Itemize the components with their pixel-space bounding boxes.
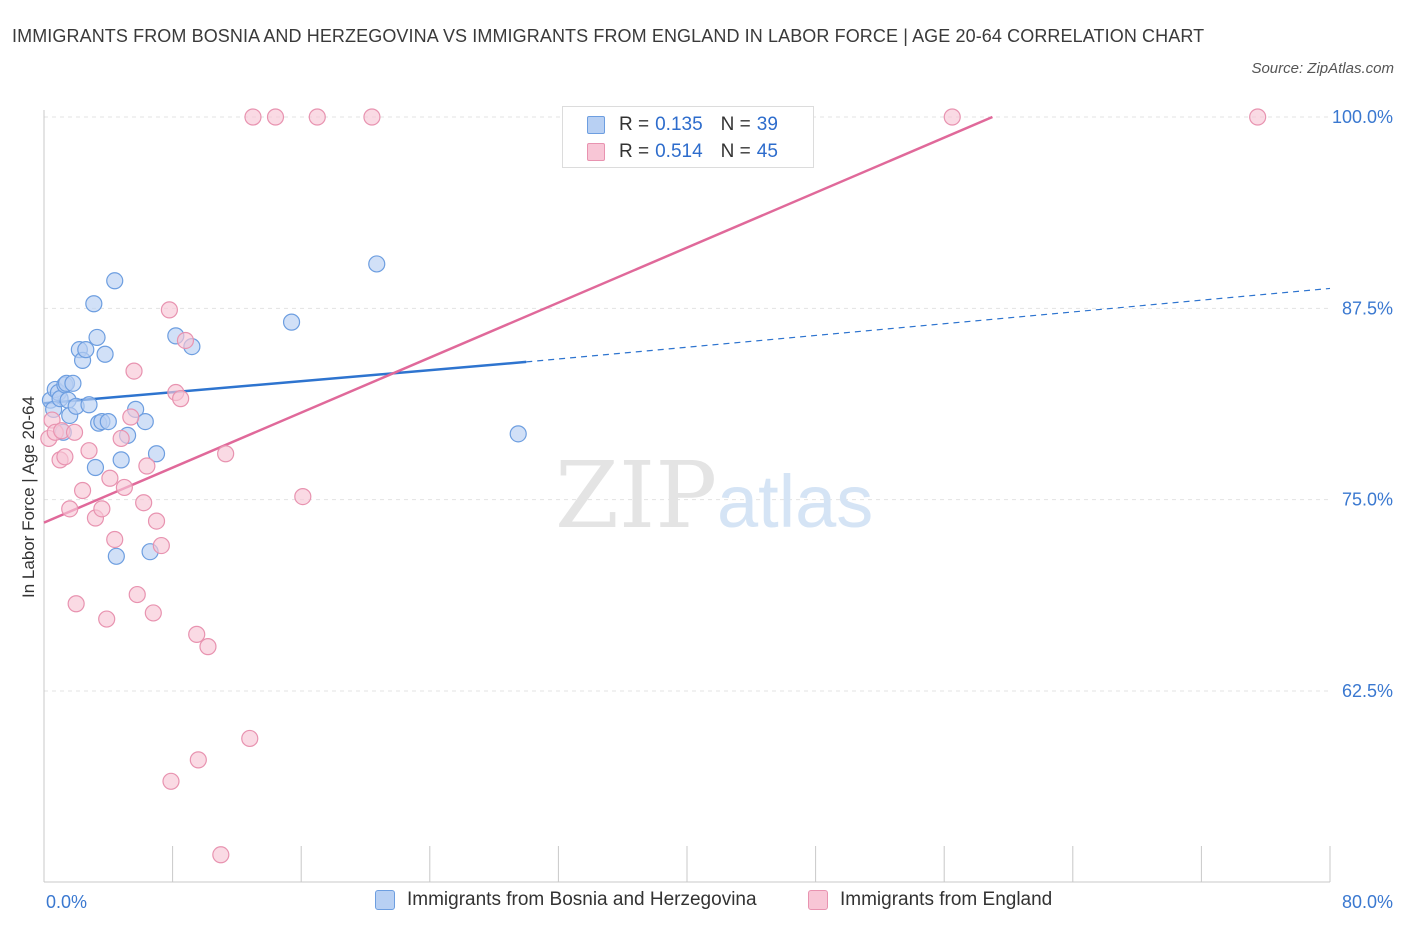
bosnia-point — [85, 295, 103, 313]
bosnia-point — [88, 328, 106, 347]
england-point — [241, 729, 259, 748]
england-n-label: N = — [720, 141, 751, 162]
england-point — [125, 362, 143, 380]
bosnia-point — [106, 272, 124, 290]
england-legend-label: Immigrants from England — [840, 889, 1053, 910]
bosnia-point — [64, 374, 82, 392]
y-tick-label: 62.5% — [1342, 681, 1393, 701]
england-point — [115, 478, 133, 497]
england-point — [61, 500, 79, 518]
bosnia-point — [86, 458, 105, 477]
england-point — [98, 610, 116, 628]
england-point — [162, 772, 180, 790]
axes — [43, 110, 1331, 883]
bosnia-point — [99, 413, 117, 431]
england-point — [212, 846, 230, 864]
england-r-label: R = — [619, 141, 650, 162]
england-point — [199, 638, 217, 656]
england-point — [128, 585, 146, 604]
bosnia-point — [96, 345, 114, 363]
gridlines — [44, 116, 1330, 692]
bosnia-legend-swatch — [375, 890, 395, 910]
bosnia-point — [509, 425, 527, 443]
bosnia-point — [80, 396, 98, 414]
bosnia-point — [147, 445, 166, 463]
england-point — [101, 469, 119, 487]
data-points — [40, 108, 1267, 864]
trend-lines — [43, 115, 1331, 524]
england-swatch — [587, 143, 605, 161]
bosnia-r-value: 0.135 — [655, 114, 703, 135]
england-point — [244, 108, 262, 126]
england-point — [1249, 108, 1267, 126]
y-tick-label: 100.0% — [1332, 107, 1393, 127]
england-point — [80, 442, 98, 460]
bosnia-n-label: N = — [720, 114, 751, 135]
y-tick-label: 75.0% — [1342, 490, 1393, 510]
england-point — [217, 445, 235, 463]
england-point — [144, 604, 162, 622]
bosnia-trend-line — [43, 360, 527, 405]
watermark-zip: ZIP — [555, 442, 717, 549]
bosnia-r-label: R = — [619, 114, 650, 135]
england-point — [56, 448, 74, 466]
england-point — [152, 536, 170, 555]
england-point — [363, 108, 381, 126]
england-point — [106, 530, 124, 549]
x-tick-label-min: 0.0% — [46, 892, 87, 912]
bosnia-point — [112, 451, 130, 469]
england-point — [73, 481, 92, 500]
england-r-value: 0.514 — [655, 141, 703, 162]
y-axis-label: In Labor Force | Age 20-64 — [19, 396, 38, 598]
bosnia-n-value: 39 — [756, 114, 778, 135]
england-point — [138, 457, 156, 475]
bosnia-point — [368, 255, 386, 273]
england-point — [135, 494, 153, 512]
england-point — [943, 108, 961, 126]
england-n-value: 45 — [756, 141, 778, 162]
bosnia-point — [136, 413, 154, 431]
england-point — [176, 331, 195, 350]
bosnia-point — [282, 313, 301, 331]
legend-row-england: R = 0.514 N = 45 — [587, 140, 778, 164]
series-legend-bosnia: Immigrants from Bosnia and Herzegovina — [375, 889, 757, 911]
source-note: Source: ZipAtlas.com — [1251, 60, 1394, 77]
bosnia-point — [107, 547, 125, 565]
england-point — [308, 108, 326, 126]
england-point — [172, 390, 190, 408]
england-point — [122, 408, 140, 426]
x-tick-label-max: 80.0% — [1342, 892, 1393, 912]
bosnia-swatch — [587, 116, 605, 134]
england-point — [147, 512, 166, 530]
england-point — [65, 423, 84, 441]
england-point — [189, 751, 207, 769]
england-legend-swatch — [808, 890, 828, 910]
bosnia-point — [77, 341, 95, 359]
england-trend-line — [43, 115, 993, 524]
england-point — [67, 595, 85, 613]
y-tick-label: 87.5% — [1342, 298, 1393, 318]
bosnia-trend-extension — [526, 287, 1331, 363]
bosnia-legend-label: Immigrants from Bosnia and Herzegovina — [407, 889, 757, 910]
england-point — [93, 500, 111, 518]
england-point — [294, 488, 312, 506]
england-point — [188, 625, 206, 643]
watermark-atlas: atlas — [717, 460, 873, 543]
tick-labels: 62.5% 75.0% 87.5% 100.0% 0.0% 80.0% — [46, 107, 1393, 912]
england-point — [160, 301, 178, 319]
england-point — [112, 429, 130, 448]
legend-row-bosnia: R = 0.135 N = 39 — [587, 113, 778, 137]
series-legend-england: Immigrants from England — [808, 889, 1052, 911]
chart-title: IMMIGRANTS FROM BOSNIA AND HERZEGOVINA V… — [12, 26, 1205, 46]
correlation-legend: R = 0.135 N = 39 R = 0.514 N = 45 — [562, 106, 814, 168]
england-point — [266, 108, 285, 126]
